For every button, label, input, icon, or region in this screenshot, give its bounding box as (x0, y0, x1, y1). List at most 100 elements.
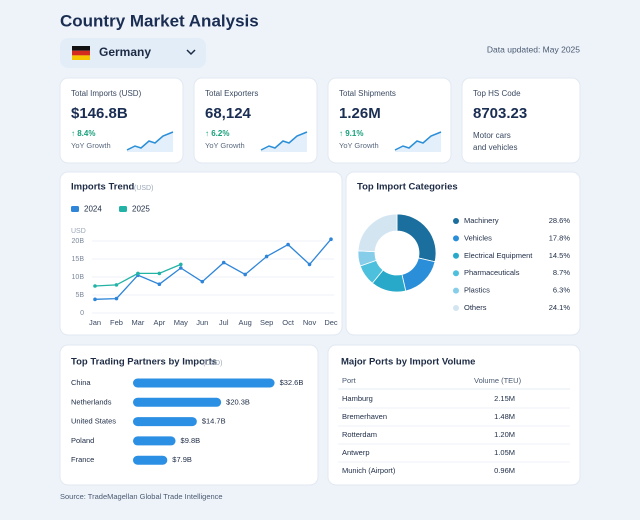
point (200, 279, 205, 284)
point (114, 296, 119, 301)
flag (72, 55, 90, 60)
card-unit: (USD) (203, 360, 222, 367)
x-tick-label: Jan (89, 318, 101, 327)
point (243, 272, 247, 277)
kpi-card (461, 77, 581, 164)
updated: Data updated: May 2025 (487, 44, 580, 54)
bar (133, 397, 222, 407)
x-tick-label: Apr (154, 318, 166, 327)
kpi-label: Top HS Code (473, 89, 521, 98)
kpi-label: Total Shipments (339, 89, 396, 98)
kpi-value: 8703.23 (473, 105, 527, 122)
table-cell: Munich (Airport) (342, 466, 396, 475)
kpi-change: ↑ 6.2% (205, 129, 229, 138)
legend-label: Machinery (464, 216, 499, 225)
x-tick-label: Nov (303, 318, 317, 327)
value-label: 24.1% (549, 303, 571, 312)
kpi-value: 1.26M (339, 105, 381, 122)
x-tick-label: Sep (260, 318, 273, 327)
x-tick-label: Dec (324, 318, 338, 327)
y-tick-label: 20B (72, 238, 85, 245)
sparkline (126, 131, 174, 151)
point (329, 237, 333, 241)
table-cell: Antwerp (342, 448, 370, 457)
country-name[interactable]: Germany (99, 45, 151, 59)
sparkline (394, 131, 442, 151)
page-title: Country Market Analysis (60, 11, 259, 30)
bar (133, 436, 176, 446)
point (136, 271, 140, 276)
y-axis-label: USD (71, 228, 86, 235)
sparkline (260, 131, 308, 151)
value-label: $7.9B (172, 455, 192, 464)
value-label: 8.7% (553, 268, 570, 277)
y-tick-label: 0 (80, 310, 84, 317)
legend-dot (453, 305, 459, 311)
kpi-change: ↑ 9.1% (339, 129, 363, 138)
point (221, 260, 226, 265)
card-title: Imports Trend (71, 182, 135, 193)
table-cell: Rotterdam (342, 430, 377, 439)
value-label: 6.3% (553, 286, 570, 295)
value-label: $9.8B (181, 436, 201, 445)
card-title: Major Ports by Import Volume (341, 357, 475, 368)
point (157, 271, 162, 276)
table-cell: 0.96M (494, 466, 515, 475)
legend-label: Plastics (464, 286, 490, 295)
kpi-change-label: YoY Growth (339, 141, 379, 150)
legend-dot (453, 270, 459, 277)
value-label: $14.7B (202, 417, 226, 426)
value-label: 17.8% (549, 233, 571, 242)
point (179, 266, 183, 270)
bar-label: China (71, 378, 91, 387)
x-tick-label: Oct (282, 318, 295, 327)
table-header: Volume (TEU) (474, 376, 522, 385)
point (157, 282, 162, 287)
point (307, 262, 312, 267)
point (93, 297, 97, 302)
kpi-description: Motor cars and vehicles (473, 131, 517, 152)
legend-label: Electrical Equipment (464, 251, 533, 260)
table-header: Port (342, 376, 357, 385)
dropdown-icon[interactable] (186, 49, 196, 56)
x-tick-label: Feb (110, 318, 123, 327)
legend-label: Others (464, 303, 487, 312)
x-tick-label: Aug (239, 318, 252, 327)
country-selector[interactable] (60, 38, 206, 68)
table-cell: 1.20M (494, 430, 515, 439)
legend-swatch (71, 206, 79, 212)
table-cell: 1.05M (494, 448, 515, 457)
donut-slice (357, 213, 398, 253)
x-tick-label: Jun (196, 318, 208, 327)
y-tick-label: 5B (75, 292, 84, 299)
legend-dot (453, 287, 459, 294)
point (114, 283, 119, 287)
value-label: 14.5% (549, 251, 571, 260)
value-label: $32.6B (280, 378, 304, 387)
bar-label: Netherlands (71, 397, 112, 406)
kpi-change-label: YoY Growth (205, 141, 245, 150)
bar-label: Poland (71, 436, 94, 445)
bar (133, 378, 275, 388)
legend-dot (453, 235, 459, 242)
legend-dot (453, 218, 459, 224)
bar-label: France (71, 455, 94, 464)
legend-swatch (119, 206, 127, 212)
legend-label: 2024 (84, 205, 102, 214)
flag (72, 46, 90, 51)
line (94, 238, 332, 300)
bar (133, 455, 168, 465)
kpi-value: 68,124 (205, 105, 252, 122)
table-cell: Hamburg (342, 394, 373, 403)
point (264, 254, 269, 259)
point (286, 242, 290, 247)
kpi-change-label: YoY Growth (71, 141, 111, 150)
x-tick-label: May (174, 318, 188, 327)
bar-label: United States (71, 417, 116, 426)
x-tick-label: Jul (219, 318, 229, 327)
x-tick-label: Mar (131, 318, 144, 327)
point (93, 284, 97, 288)
point (179, 262, 183, 267)
legend-label: 2025 (132, 205, 150, 214)
